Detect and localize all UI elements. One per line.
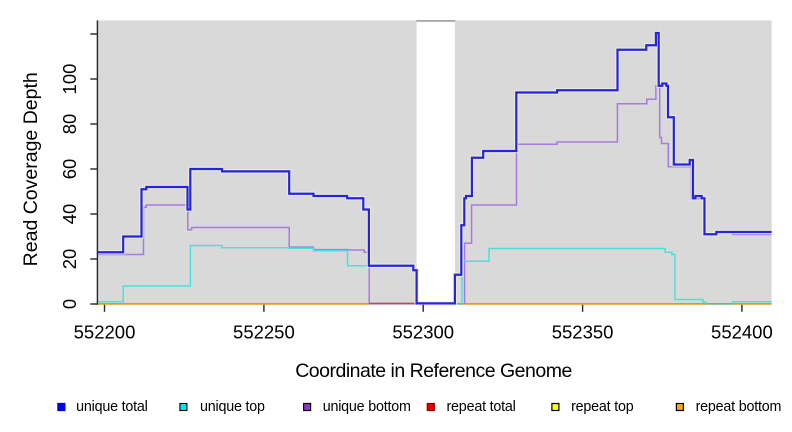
svg-text:repeat top: repeat top [571,399,634,415]
svg-text:552300: 552300 [392,322,454,343]
svg-text:100: 100 [59,64,80,95]
svg-text:80: 80 [59,114,80,135]
svg-text:552350: 552350 [552,322,614,343]
svg-text:552250: 552250 [233,322,295,343]
svg-text:40: 40 [59,204,80,225]
svg-text:552200: 552200 [74,322,136,343]
svg-text:unique bottom: unique bottom [323,399,411,415]
svg-text:repeat bottom: repeat bottom [696,399,782,415]
svg-text:unique total: unique total [76,399,148,415]
svg-text:Read Coverage Depth: Read Coverage Depth [20,72,42,266]
svg-text:unique top: unique top [200,399,265,415]
svg-text:Coordinate in Reference Genome: Coordinate in Reference Genome [295,360,572,382]
svg-text:20: 20 [59,249,80,270]
svg-text:552400: 552400 [711,322,773,343]
svg-text:repeat total: repeat total [447,399,516,415]
svg-text:60: 60 [59,159,80,180]
svg-text:0: 0 [59,299,80,309]
